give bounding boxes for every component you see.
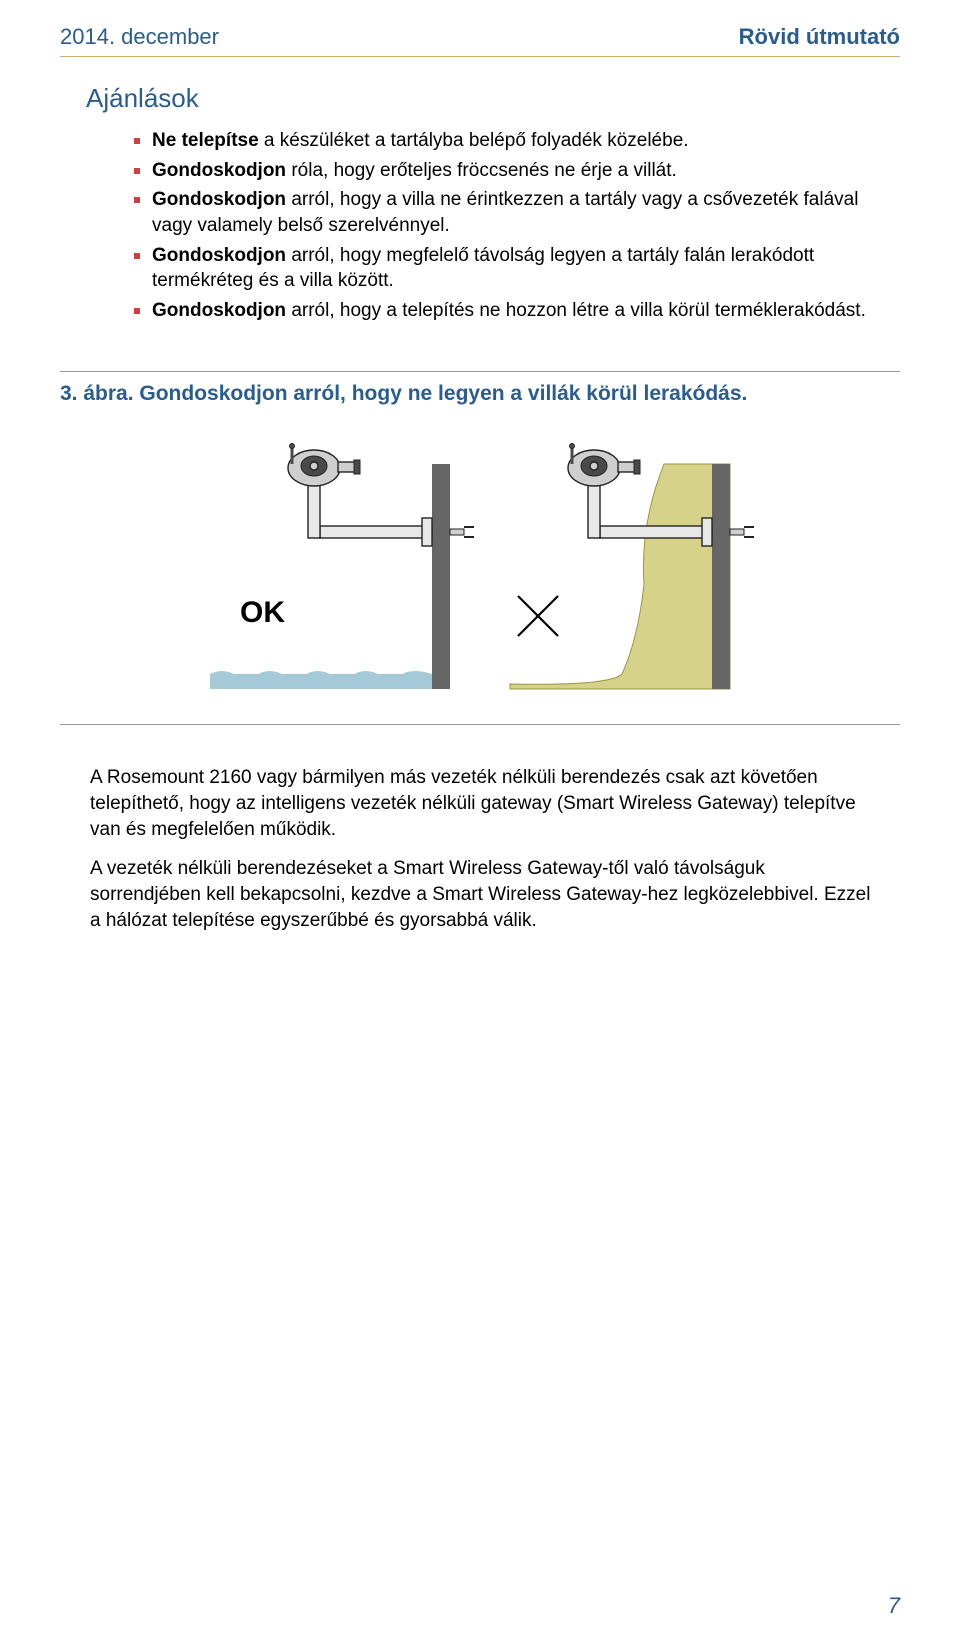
figure-caption: 3. ábra. Gondoskodjon arról, hogy ne leg… [60, 382, 900, 406]
figure-illustration: OK [60, 434, 900, 706]
body-paragraph: A Rosemount 2160 vagy bármilyen más veze… [90, 765, 880, 842]
figure-divider-bottom [60, 724, 900, 725]
list-item: Gondoskodjon arról, hogy megfelelő távol… [134, 243, 880, 294]
pipe-right [600, 526, 712, 538]
page-header: 2014. december Rövid útmutató [60, 24, 900, 57]
figure-divider-top [60, 371, 900, 372]
header-date: 2014. december [60, 24, 219, 50]
header-doctype: Rövid útmutató [739, 24, 900, 50]
buildup-layer [510, 464, 730, 689]
device-left [288, 444, 360, 487]
ok-label: OK [240, 596, 285, 629]
flange-left [422, 518, 432, 546]
bullet-text: arról, hogy a telepítés ne hozzon létre … [286, 300, 866, 321]
fork-right [730, 527, 754, 537]
section-title: Ajánlások [86, 83, 900, 114]
bullet-strong: Gondoskodjon [152, 160, 286, 181]
liquid-wave [210, 671, 432, 689]
list-item: Gondoskodjon róla, hogy erőteljes fröccs… [134, 158, 880, 184]
list-item: Gondoskodjon arról, hogy a telepítés ne … [134, 298, 880, 324]
list-item: Gondoskodjon arról, hogy a villa ne érin… [134, 187, 880, 238]
cross-icon [518, 596, 558, 636]
flange-right [702, 518, 712, 546]
riser-left [308, 478, 320, 538]
fork-left [450, 527, 474, 537]
recommendations-list: Ne telepítse a készüléket a tartályba be… [134, 128, 880, 323]
body-text: A Rosemount 2160 vagy bármilyen más veze… [90, 765, 880, 933]
bullet-text: a készüléket a tartályba belépő folyadék… [259, 130, 689, 151]
bullet-strong: Gondoskodjon [152, 189, 286, 210]
riser-right [588, 478, 600, 538]
bullet-text: róla, hogy erőteljes fröccsenés ne érje … [286, 160, 677, 181]
bullet-strong: Ne telepítse [152, 130, 259, 151]
page-number: 7 [888, 1593, 900, 1619]
device-right [568, 444, 640, 487]
figure-svg: OK [170, 434, 790, 706]
tank-wall-left [432, 464, 450, 689]
bullet-strong: Gondoskodjon [152, 300, 286, 321]
body-paragraph: A vezeték nélküli berendezéseket a Smart… [90, 856, 880, 933]
list-item: Ne telepítse a készüléket a tartályba be… [134, 128, 880, 154]
bullet-strong: Gondoskodjon [152, 245, 286, 266]
pipe-left [320, 526, 432, 538]
